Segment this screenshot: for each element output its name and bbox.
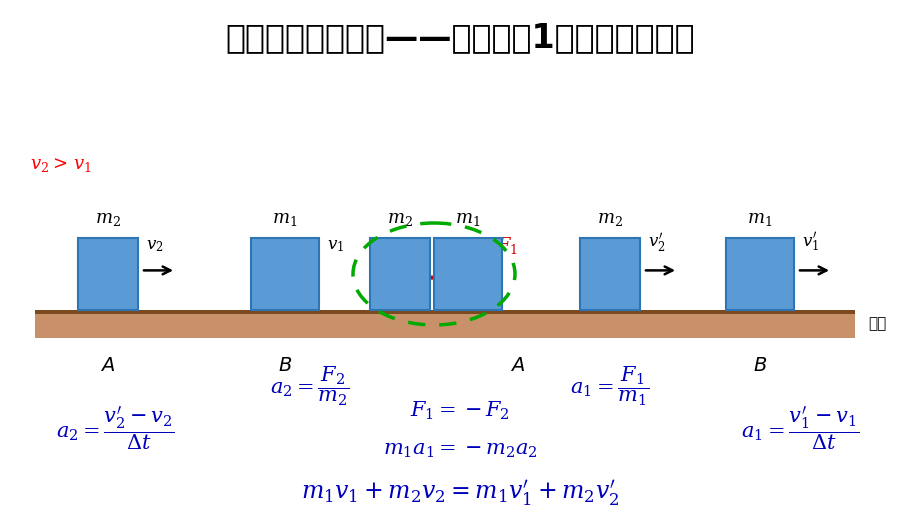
Text: $v_2$$>$$\,v_1$: $v_2$$>$$\,v_1$ [30,156,92,174]
Text: $v_1$: $v_1$ [326,236,344,254]
Text: 光滑: 光滑 [867,316,885,332]
Text: $v_2'$: $v_2'$ [647,232,664,254]
Bar [251,238,319,310]
Text: $m_1 a_1 = -m_2 a_2$: $m_1 a_1 = -m_2 a_2$ [382,440,537,460]
Text: $a_1 = \dfrac{F_1}{m_1}$: $a_1 = \dfrac{F_1}{m_1}$ [570,365,649,408]
Bar [369,238,429,310]
Bar [579,238,640,310]
Text: $a_1 = \dfrac{v_1^{\prime} - v_1}{\Delta t}$: $a_1 = \dfrac{v_1^{\prime} - v_1}{\Delta… [740,405,858,453]
Bar [35,310,854,338]
Text: $F_1 = -F_2$: $F_1 = -F_2$ [410,400,509,422]
Text: $m_2$: $m_2$ [387,210,413,228]
Bar [78,238,138,310]
Text: $m_2$: $m_2$ [596,210,622,228]
Text: B: B [278,356,291,375]
Text: 二、动量守恒定律——理论推导1：牛顿运动定律: 二、动量守恒定律——理论推导1：牛顿运动定律 [225,22,694,54]
Text: $v_1'$: $v_1'$ [801,231,818,254]
Text: $F_1$: $F_1$ [496,235,517,255]
Text: A: A [511,356,524,375]
Bar [725,238,793,310]
Text: $m_1$: $m_1$ [455,210,480,228]
Text: $m_1 v_1 + m_2 v_2 = m_1 v_1^{\prime} + m_2 v_2^{\prime}$: $m_1 v_1 + m_2 v_2 = m_1 v_1^{\prime} + … [301,478,618,508]
Bar [434,238,502,310]
Text: $a_2 = \dfrac{v_2^{\prime} - v_2}{\Delta t}$: $a_2 = \dfrac{v_2^{\prime} - v_2}{\Delta… [56,405,174,453]
Text: B: B [753,356,766,375]
Text: $v_2$: $v_2$ [146,236,164,254]
Text: $m_1$: $m_1$ [272,210,298,228]
Text: $F_2$: $F_2$ [375,235,396,255]
Bar [35,310,854,314]
Text: A: A [101,356,115,375]
Text: $m_1$: $m_1$ [746,210,772,228]
Text: $a_2 = \dfrac{F_2}{m_2}$: $a_2 = \dfrac{F_2}{m_2}$ [270,365,349,408]
Text: $m_2$: $m_2$ [95,210,120,228]
